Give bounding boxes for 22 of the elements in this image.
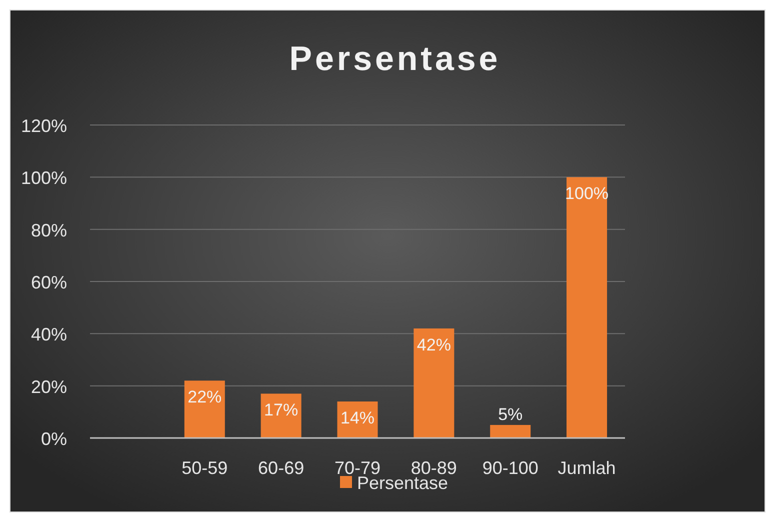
y-tick-label: 60% [30,272,67,292]
y-tick-label: 120% [20,116,67,136]
x-tick-label: Jumlah [558,458,616,478]
y-tick-label: 0% [40,429,67,449]
data-label: 22% [188,388,222,407]
bar [414,328,454,438]
y-tick-label: 40% [30,324,67,345]
x-tick-label: 60-69 [258,458,304,478]
x-tick-label: 90-100 [482,458,538,478]
data-label: 14% [340,408,375,428]
bar [184,380,225,438]
y-tick-label: 20% [30,376,67,397]
data-label: 5% [498,404,523,424]
bar [260,394,302,438]
y-tick-label: 100% [20,168,67,188]
data-label: 42% [416,335,451,354]
y-tick-label: 80% [30,220,67,240]
bar [566,177,608,438]
bar [490,424,531,438]
x-tick-label: 50-59 [182,458,228,478]
data-label: 17% [264,400,298,420]
chart-title: Persentase [289,40,501,78]
